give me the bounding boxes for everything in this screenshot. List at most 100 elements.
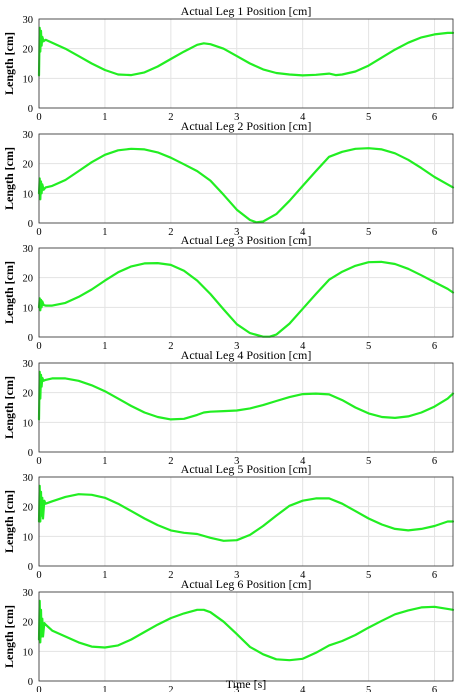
y-tick-label: 10 [23, 647, 34, 658]
series-line [37, 599, 455, 662]
x-tick-label: 0 [36, 685, 41, 692]
x-tick-label: 3 [234, 685, 239, 692]
x-tick-label: 3 [234, 227, 239, 238]
y-tick-label: 20 [23, 618, 34, 629]
x-tick-label: 5 [366, 227, 371, 238]
x-tick-label: 1 [102, 456, 107, 467]
x-tick-label: 0 [36, 112, 41, 123]
y-tick-label: 20 [23, 160, 34, 171]
y-tick-label: 0 [28, 562, 33, 573]
axes-box [38, 591, 454, 682]
plot-area [39, 248, 453, 337]
series-line [37, 260, 455, 338]
y-axis-label: Length [cm] [2, 32, 16, 95]
x-tick-label: 6 [432, 685, 437, 692]
subplot-leg-6: Actual Leg 6 Position [cm]0102030Length … [2, 577, 455, 692]
x-tick-label: 4 [300, 685, 306, 692]
x-tick-label: 6 [432, 456, 437, 467]
y-tick-label: 20 [23, 389, 34, 400]
y-axis-label: Length [cm] [2, 376, 16, 439]
y-tick-label: 30 [23, 244, 34, 255]
y-tick-label: 30 [23, 359, 34, 370]
y-tick-label: 30 [23, 130, 34, 141]
subplot-title: Actual Leg 6 Position [cm] [181, 577, 312, 591]
axes-box [38, 476, 454, 567]
x-tick-label: 3 [234, 570, 239, 581]
y-tick-label: 10 [23, 418, 34, 429]
x-tick-label: 5 [366, 341, 371, 352]
subplot-title: Actual Leg 2 Position [cm] [181, 119, 312, 133]
subplot-title: Actual Leg 5 Position [cm] [181, 462, 312, 476]
y-tick-label: 10 [23, 303, 34, 314]
axes-box [38, 133, 454, 224]
x-tick-label: 0 [36, 227, 41, 238]
y-tick-label: 20 [23, 274, 34, 285]
y-axis-label: Length [cm] [2, 605, 16, 668]
x-tick-label: 3 [234, 456, 239, 467]
y-tick-label: 0 [28, 219, 33, 230]
axes-box [38, 18, 454, 109]
x-tick-label: 2 [168, 341, 173, 352]
x-tick-label: 4 [300, 341, 306, 352]
plot-area [39, 134, 453, 223]
plot-area [39, 363, 453, 452]
y-tick-label: 0 [28, 104, 33, 115]
series-line [37, 147, 455, 224]
x-tick-label: 6 [432, 341, 437, 352]
subplot-leg-1: Actual Leg 1 Position [cm]0102030Length … [2, 4, 455, 123]
plot-area [39, 19, 453, 108]
y-axis-label: Length [cm] [2, 261, 16, 324]
x-tick-label: 2 [168, 570, 173, 581]
y-axis-label: Length [cm] [2, 147, 16, 210]
subplot-leg-4: Actual Leg 4 Position [cm]0102030Length … [2, 348, 455, 467]
x-tick-label: 2 [168, 456, 173, 467]
x-tick-label: 0 [36, 341, 41, 352]
series-line [37, 484, 455, 542]
series-line [37, 26, 455, 77]
axes-box [38, 247, 454, 338]
y-tick-label: 0 [28, 448, 33, 459]
y-tick-label: 30 [23, 15, 34, 26]
y-tick-label: 30 [23, 588, 34, 599]
y-tick-label: 20 [23, 503, 34, 514]
x-tick-label: 6 [432, 227, 437, 238]
x-tick-label: 4 [300, 456, 306, 467]
plot-area [39, 592, 453, 681]
series-line [37, 370, 455, 421]
x-tick-label: 2 [168, 685, 173, 692]
x-tick-label: 1 [102, 112, 107, 123]
y-tick-label: 10 [23, 532, 34, 543]
x-tick-label: 4 [300, 112, 306, 123]
x-tick-label: 1 [102, 570, 107, 581]
x-axis-label: Time [s] [226, 677, 267, 691]
x-tick-label: 5 [366, 456, 371, 467]
y-tick-label: 10 [23, 189, 34, 200]
x-tick-label: 5 [366, 112, 371, 123]
x-tick-label: 6 [432, 112, 437, 123]
axes-box [38, 362, 454, 453]
subplot-title: Actual Leg 4 Position [cm] [181, 348, 312, 362]
y-tick-label: 0 [28, 677, 33, 688]
x-tick-label: 0 [36, 570, 41, 581]
x-tick-label: 3 [234, 341, 239, 352]
subplot-title: Actual Leg 3 Position [cm] [181, 233, 312, 247]
x-tick-label: 4 [300, 227, 306, 238]
y-tick-label: 0 [28, 333, 33, 344]
x-tick-label: 2 [168, 227, 173, 238]
x-tick-label: 5 [366, 685, 371, 692]
x-tick-label: 2 [168, 112, 173, 123]
x-tick-label: 1 [102, 341, 107, 352]
x-tick-label: 1 [102, 685, 107, 692]
y-axis-label: Length [cm] [2, 490, 16, 553]
y-tick-label: 30 [23, 473, 34, 484]
y-tick-label: 20 [23, 45, 34, 56]
subplot-leg-2: Actual Leg 2 Position [cm]0102030Length … [2, 119, 455, 238]
subplot-title: Actual Leg 1 Position [cm] [181, 4, 312, 18]
subplot-leg-5: Actual Leg 5 Position [cm]0102030Length … [2, 462, 455, 581]
x-tick-label: 0 [36, 456, 41, 467]
x-tick-label: 3 [234, 112, 239, 123]
subplot-leg-3: Actual Leg 3 Position [cm]0102030Length … [2, 233, 455, 352]
plot-area [39, 477, 453, 566]
y-tick-label: 10 [23, 74, 34, 85]
